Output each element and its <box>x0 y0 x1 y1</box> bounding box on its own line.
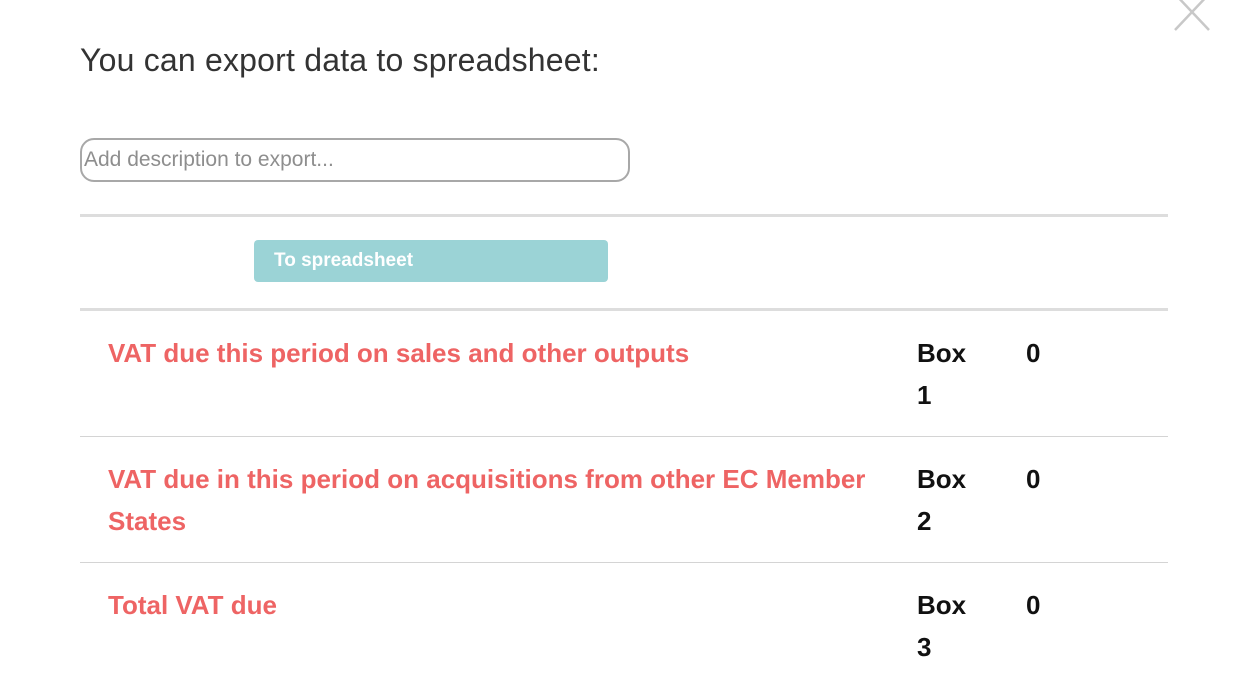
divider <box>80 436 1168 437</box>
row-label-link[interactable]: VAT due this period on sales and other o… <box>108 338 690 368</box>
to-spreadsheet-button[interactable]: To spreadsheet <box>254 240 608 282</box>
row-value: 0 <box>1026 590 1041 620</box>
row-box-number: Box 2 <box>917 464 967 536</box>
dialog-heading: You can export data to spreadsheet: <box>80 42 600 78</box>
description-input[interactable] <box>80 138 630 182</box>
row-value: 0 <box>1026 338 1041 368</box>
close-button[interactable] <box>1172 0 1212 32</box>
divider <box>80 308 1168 311</box>
divider <box>80 562 1168 563</box>
row-label-link[interactable]: Total VAT due <box>108 590 277 620</box>
row-value: 0 <box>1026 464 1041 494</box>
divider <box>80 214 1168 217</box>
row-box-number: Box 1 <box>917 338 967 410</box>
row-label-link[interactable]: VAT due in this period on acquisitions f… <box>108 464 866 536</box>
close-icon <box>1174 0 1210 31</box>
row-box-number: Box 3 <box>917 590 967 662</box>
